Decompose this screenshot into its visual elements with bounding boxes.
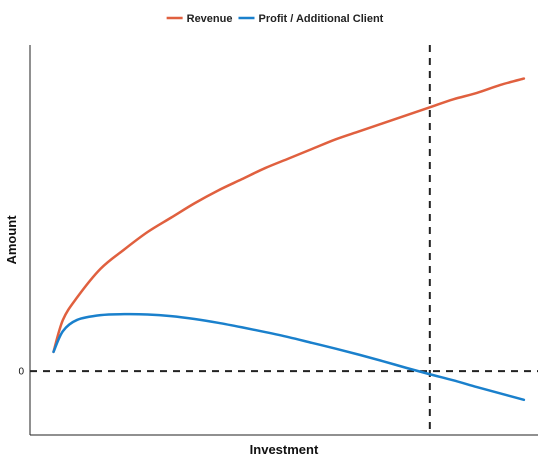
axes: 0: [18, 45, 538, 436]
plot-area: [52, 77, 526, 402]
legend-label: Revenue: [187, 13, 233, 25]
y-axis-title: Amount: [4, 215, 19, 265]
series-line-revenue: [52, 77, 526, 354]
reference-lines: [30, 45, 538, 435]
x-axis-title: Investment: [250, 442, 319, 457]
y-tick-label: 0: [18, 367, 24, 378]
legend-label: Profit / Additional Client: [258, 13, 383, 25]
series-line-profit: [52, 312, 526, 402]
legend: Revenue Profit / Additional Client: [166, 13, 384, 25]
